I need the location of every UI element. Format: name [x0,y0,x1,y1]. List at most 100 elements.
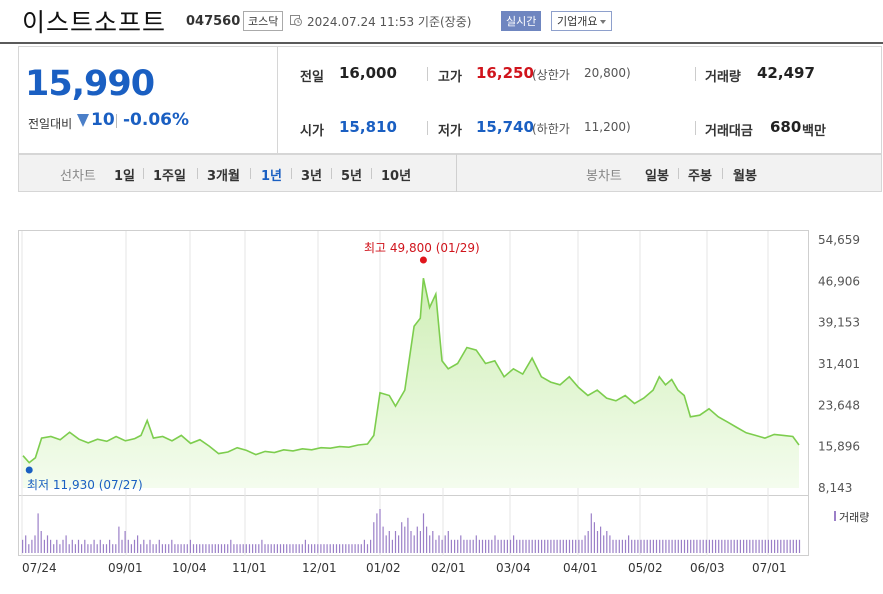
volume-bar [124,531,126,553]
lower-limit-label: (하한가 [532,122,570,136]
volume-bar [220,544,223,553]
period-5y[interactable]: 5년 [341,169,363,184]
volume-bar [224,544,226,553]
volume-bar [798,539,801,553]
volume-bar [81,544,83,553]
period-3m[interactable]: 3개월 [207,169,240,184]
volume-bar [733,539,735,553]
volume-bar [180,544,182,553]
period-1y[interactable]: 1년 [261,169,283,184]
volume-bar [674,539,676,553]
volume-bar [248,544,251,553]
volume-bar [690,539,692,553]
volume-bar [401,522,403,553]
volume-bar [261,539,263,553]
volume-bar [432,531,434,553]
price-area [23,278,799,488]
realtime-button[interactable]: 실시간 [501,11,542,31]
high-marker [419,256,427,264]
volume-bar [50,539,52,553]
open-value: 15,810 [339,118,397,136]
volume-bar [65,535,67,553]
x-tick-label: 07/24 [22,561,57,575]
volume-bar [164,544,167,553]
volume-bar [687,539,689,553]
period-1d[interactable]: 1일 [114,169,136,184]
volume-bar [354,544,356,553]
volume-bar [146,544,148,553]
volume-bar [149,539,151,553]
volume-bar [531,539,533,553]
volume-bar [463,539,465,553]
volume-bar [550,539,552,553]
candle-monthly[interactable]: 월봉 [733,169,757,184]
volume-bar [93,539,95,553]
volume-bar [329,544,331,553]
volume-bar [466,539,468,553]
volume-bar [320,544,322,553]
volume-bar [326,544,328,553]
high-value: 16,250 [476,64,534,82]
volume-bar [388,531,390,553]
x-tick-label: 12/01 [302,561,337,575]
volume-bar [568,539,571,553]
volume-bar [196,544,198,553]
company-overview-button[interactable]: 기업개요 [551,11,613,31]
x-tick-label: 11/01 [232,561,267,575]
volume-label: 거래량 [705,70,741,85]
volume-bar [426,526,428,553]
volume-bar [541,539,543,553]
volume-bar [118,526,120,553]
divider [427,121,428,135]
volume-bar [335,544,338,553]
volume-bar [357,544,359,553]
volume-bar [177,544,179,553]
candle-weekly[interactable]: 주봉 [688,169,712,184]
volume-bar [25,535,27,553]
volume-bar [736,539,738,553]
volume-bar [360,544,362,553]
high-label: 고가 [438,70,462,85]
low-marker [25,466,33,474]
volume-bar [366,544,369,553]
period-3y[interactable]: 3년 [301,169,323,184]
divider [331,168,332,179]
divider [456,154,457,192]
volume-bar [276,544,278,553]
volume-bar [683,539,686,553]
candle-daily[interactable]: 일봉 [645,169,669,184]
volume-bar [780,539,782,553]
quote-datetime: 2024.07.24 11:53 기준(장중) [307,15,472,29]
volume-bar [115,544,117,553]
volume-bar [96,544,98,553]
volume-bar [289,544,291,553]
price-line [22,278,800,464]
prev-close-label: 전일 [300,70,324,85]
volume-bar [90,544,92,553]
volume-bar [724,539,726,553]
volume-bar [307,544,310,553]
volume-bar [668,539,670,553]
volume-bar [171,539,173,553]
volume-bar [339,544,341,553]
volume-bar [624,539,627,553]
volume-bar [301,544,303,553]
volume-bar [121,539,123,553]
volume-bar [767,539,769,553]
period-selector-bar [18,154,882,192]
volume-bar [127,539,129,553]
volume-bar [59,544,61,553]
volume-bar [752,539,754,553]
divider [695,67,696,81]
x-tick-label: 02/01 [431,561,466,575]
period-10y[interactable]: 10년 [381,169,412,184]
volume-bar [503,539,505,553]
volume-bar [413,535,415,553]
volume-bar [22,539,24,553]
volume-bar [513,535,515,553]
change-label: 전일대비 [28,117,73,131]
volume-bar [56,539,58,553]
period-1w[interactable]: 1주일 [153,169,186,184]
volume-bar [370,539,372,553]
volume-bar [342,544,344,553]
